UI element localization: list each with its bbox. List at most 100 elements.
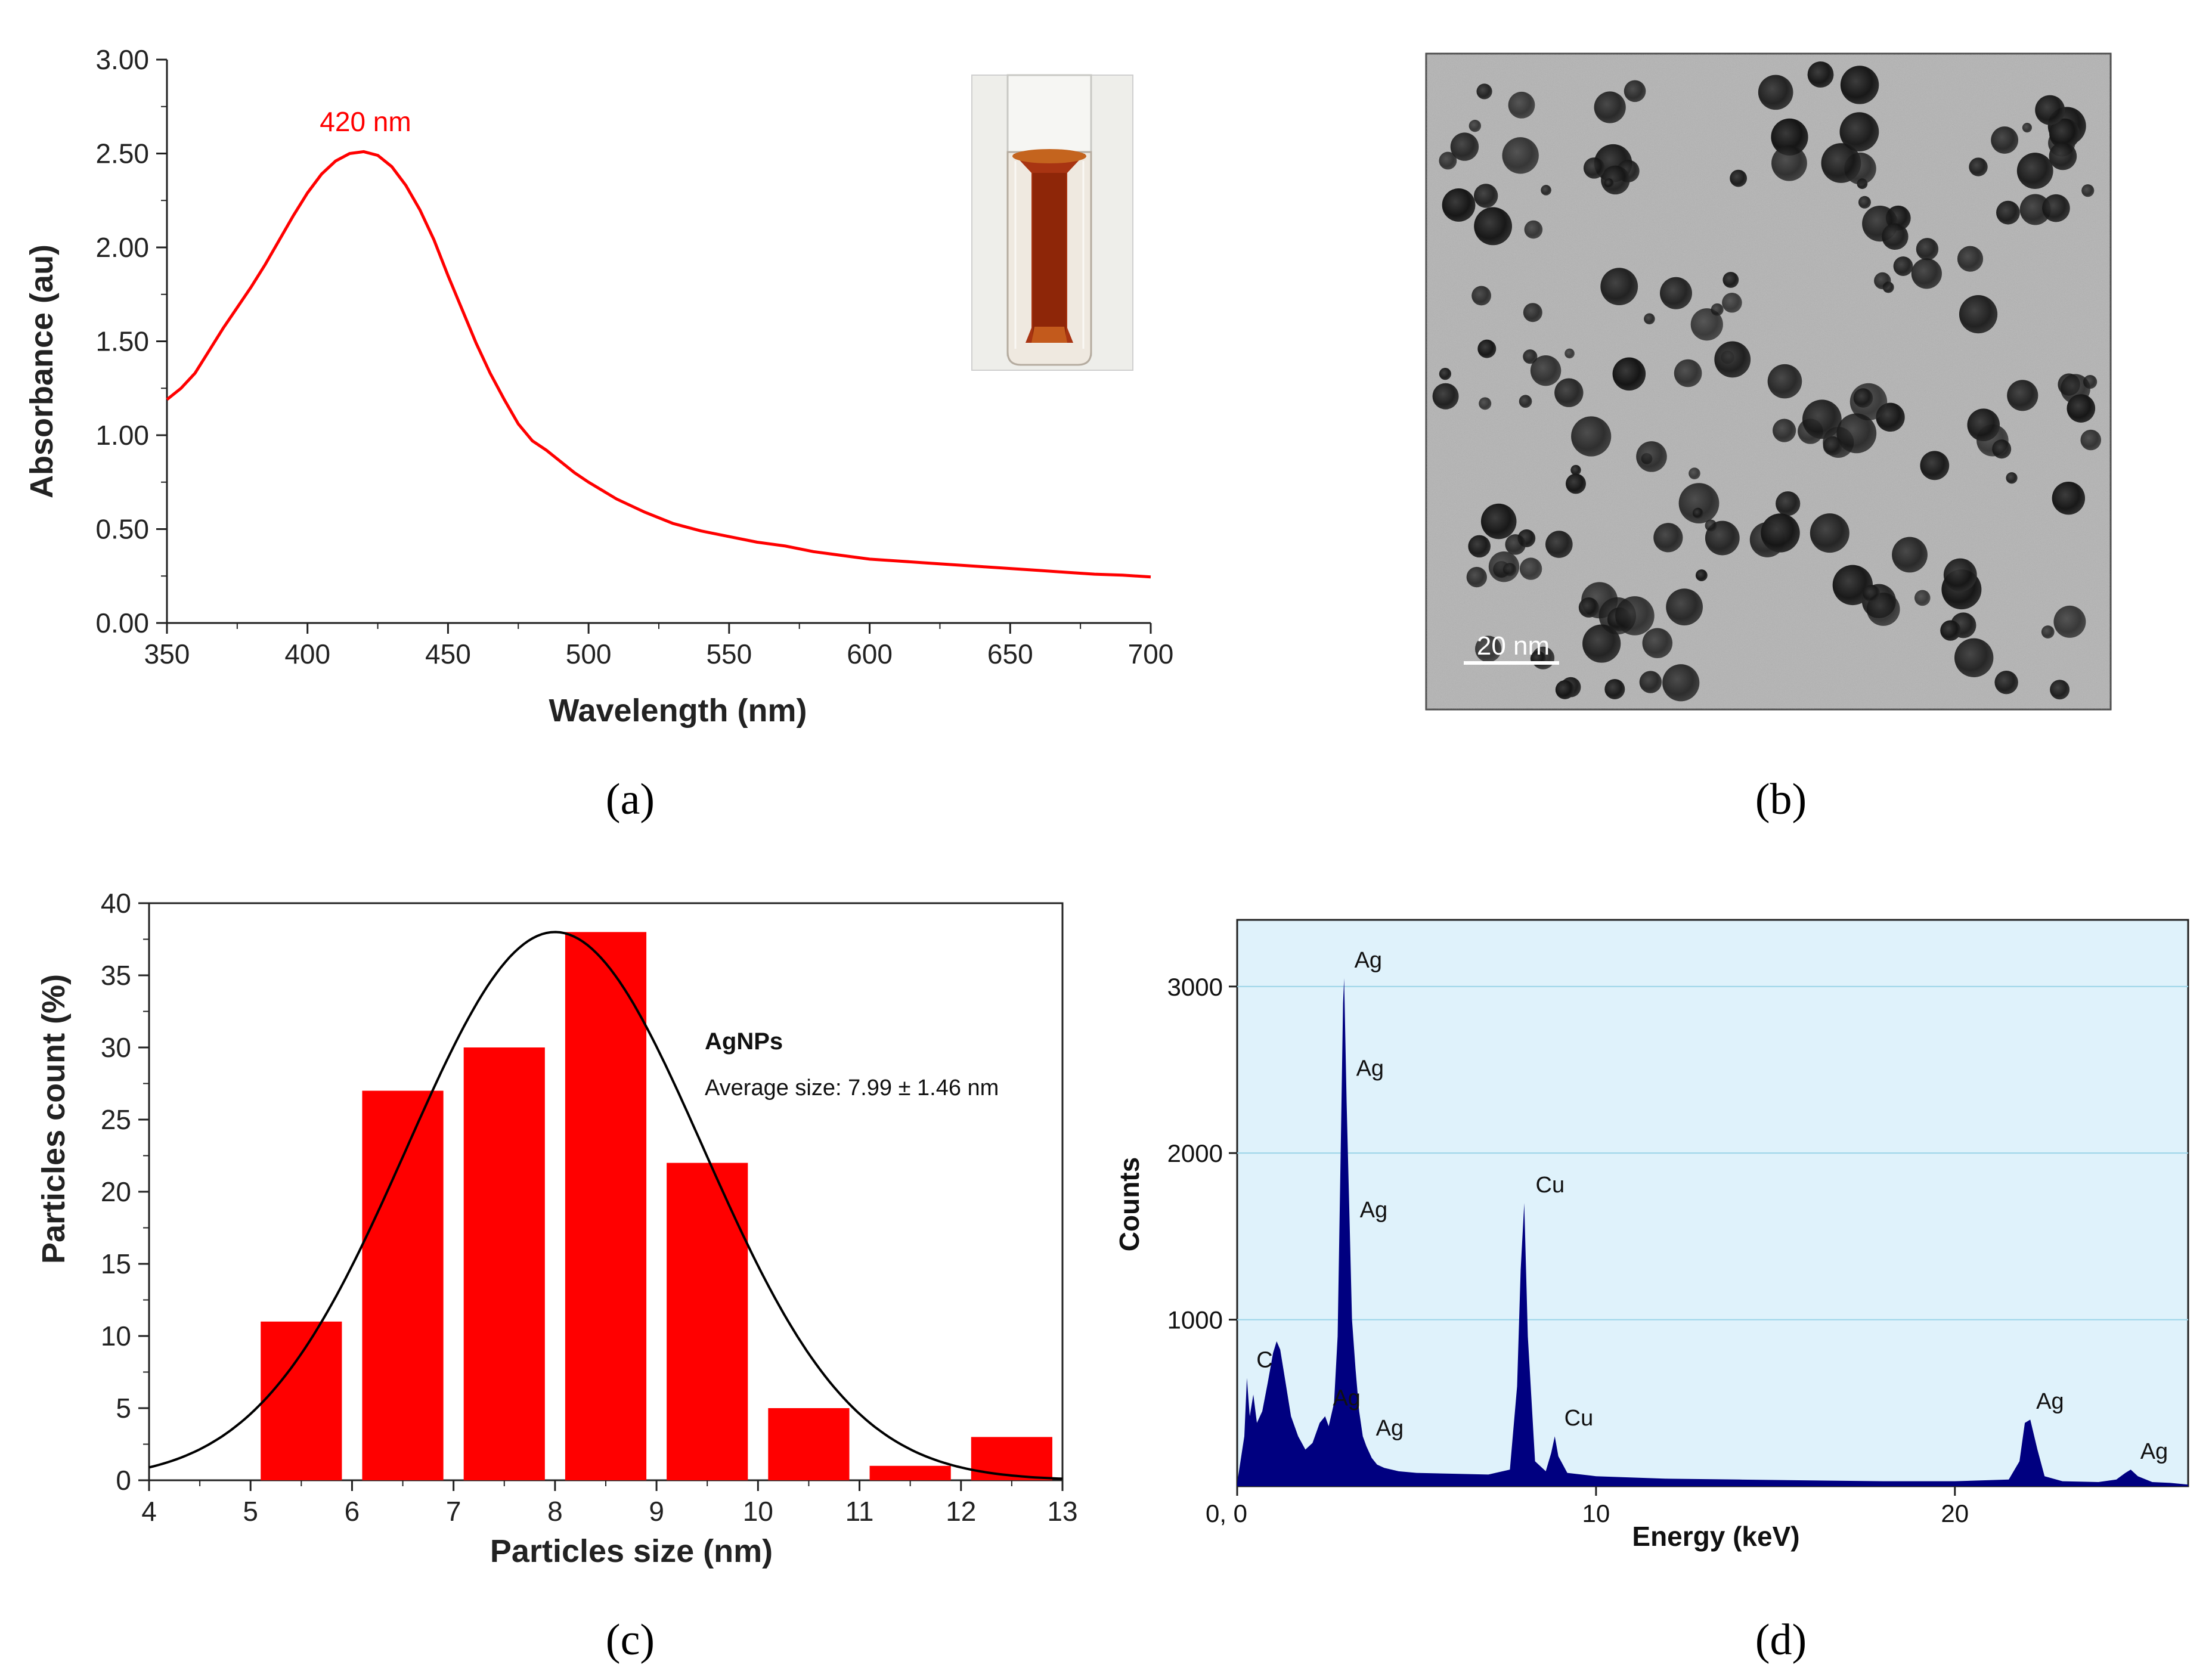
nanoparticle: [1519, 395, 1532, 408]
nanoparticle: [1705, 519, 1717, 532]
panel-a-x-tick-label: 550: [706, 638, 752, 669]
panel-d-y-tick-label: 2000: [1167, 1139, 1223, 1167]
panel-a-x-tick-label: 700: [1128, 638, 1174, 669]
nanoparticle: [1916, 238, 1939, 261]
nanoparticle: [1469, 119, 1482, 132]
nanoparticle: [2049, 142, 2077, 171]
legend-title: AgNPs: [705, 1028, 783, 1055]
peak-labels: C Ag Ag Ag Ag Ag Cu Cu Ag Ag: [1256, 948, 2168, 1464]
panel-c-x-tick-label: 12: [946, 1496, 976, 1527]
panel-a-x-tick-label: 600: [847, 638, 893, 669]
nanoparticle: [2016, 153, 2053, 189]
panel-c-ylabel: Particles count (%): [36, 974, 72, 1264]
panel-a-y-tick-label: 1.00: [95, 420, 149, 451]
nanoparticle: [1615, 596, 1655, 636]
nanoparticle: [1914, 590, 1931, 606]
panel-b-tem-image: 20 nm: [1425, 52, 2112, 711]
nanoparticle: [1996, 200, 2020, 225]
panel-c-y-tick-label: 20: [101, 1176, 131, 1207]
panel-c-x-tick-label: 13: [1047, 1496, 1077, 1527]
panel-c-y-tick-label: 25: [101, 1104, 131, 1135]
nanoparticle: [1836, 413, 1877, 454]
histogram-bar: [463, 1047, 545, 1480]
histogram-bar: [565, 932, 647, 1480]
nanoparticle: [1474, 207, 1513, 246]
nanoparticle: [1479, 397, 1492, 410]
panel-d-eds-spectrum: 1000 2000 3000 0, 0 10 20 C Ag Ag Ag Ag Ag Cu Cu Ag Ag…: [1114, 919, 2189, 1552]
nanoparticle: [1519, 557, 1542, 580]
nanoparticle: [1821, 143, 1861, 183]
panel-c-x-tick-label: 8: [547, 1496, 563, 1527]
nanoparticle: [1771, 118, 1808, 156]
panel-c-y-tick-label: 30: [101, 1032, 131, 1063]
nanoparticle: [1959, 295, 1998, 334]
panel-a-absorbance-chart: 350 400 450 500 550 600 650 700 0.00 0.50 1.00 1.50…: [24, 44, 1173, 729]
nanoparticle: [1473, 184, 1498, 208]
nanoparticle: [1505, 534, 1526, 555]
nanoparticle: [1954, 638, 1994, 677]
nanoparticle: [1722, 272, 1739, 288]
nanoparticle: [1601, 165, 1630, 195]
nanoparticle: [1659, 277, 1692, 309]
nanoparticle: [1432, 383, 1459, 410]
nanoparticle: [1524, 220, 1543, 239]
nanoparticle: [2053, 605, 2086, 638]
nanoparticles: [1432, 61, 2102, 702]
nanoparticle: [2035, 95, 2065, 125]
panel-d-ylabel: Counts: [1114, 1157, 1145, 1251]
panel-a-ylabel: Absorbance (au): [24, 244, 60, 498]
nanoparticle: [1967, 408, 2000, 442]
nanoparticle: [1450, 132, 1479, 161]
nanoparticle: [1541, 185, 1551, 196]
nanoparticle: [1564, 348, 1575, 359]
nanoparticle: [1439, 368, 1452, 380]
peak-label: C: [1256, 1347, 1272, 1372]
nanoparticle: [1874, 272, 1891, 290]
nanoparticle: [1662, 664, 1700, 702]
nanoparticle: [1771, 145, 1807, 181]
nanoparticle: [2041, 625, 2055, 638]
nanoparticle: [2006, 472, 2018, 484]
panel-d-xlabel: Energy (keV): [1632, 1521, 1799, 1552]
nanoparticle: [1642, 628, 1673, 659]
nanoparticle: [1439, 151, 1457, 170]
nanoparticle: [1839, 112, 1879, 151]
panel-a-y-tick-label: 2.50: [95, 138, 149, 169]
nanoparticle: [1767, 364, 1802, 399]
peak-label: Ag: [1333, 1386, 1360, 1411]
nanoparticle: [1594, 91, 1626, 123]
peak-annotation: 420 nm: [320, 106, 411, 137]
panel-c-x-tick-label: 7: [446, 1496, 461, 1527]
histogram-bar: [362, 1090, 444, 1480]
nanoparticle: [1604, 178, 1614, 188]
nanoparticle: [1858, 196, 1871, 209]
panel-a-y-tick-label: 2.00: [95, 232, 149, 263]
nanoparticle: [1853, 388, 1873, 408]
nanoparticle: [1940, 620, 1961, 641]
panel-c-y-tick-label: 0: [116, 1465, 131, 1496]
nanoparticle: [1442, 188, 1476, 222]
nanoparticle: [1823, 436, 1842, 456]
histogram-bar: [667, 1163, 748, 1480]
peak-label: Ag: [2140, 1439, 2168, 1464]
panel-a-xlabel: Wavelength (nm): [549, 693, 807, 729]
histogram-bar: [261, 1321, 342, 1480]
nanoparticle: [2067, 394, 2096, 423]
panel-a-x-tick-label: 500: [566, 638, 612, 669]
nanoparticle: [1893, 256, 1913, 276]
panel-a-x-tick-label: 350: [144, 638, 190, 669]
panel-a-x-tick-label: 650: [987, 638, 1033, 669]
nanoparticle: [1892, 537, 1928, 573]
nanoparticle: [2022, 123, 2033, 133]
nanoparticle: [2007, 380, 2038, 411]
nanoparticle: [1565, 473, 1586, 494]
nanoparticle: [1991, 126, 2019, 154]
panel-a-y-tick-label: 3.00: [95, 44, 149, 75]
nanoparticle: [1471, 286, 1492, 306]
nanoparticle: [1570, 464, 1581, 476]
nanoparticle: [1711, 303, 1724, 316]
nanoparticle: [2080, 429, 2102, 451]
nanoparticle: [1992, 439, 2012, 459]
nanoparticle: [1994, 670, 2018, 695]
